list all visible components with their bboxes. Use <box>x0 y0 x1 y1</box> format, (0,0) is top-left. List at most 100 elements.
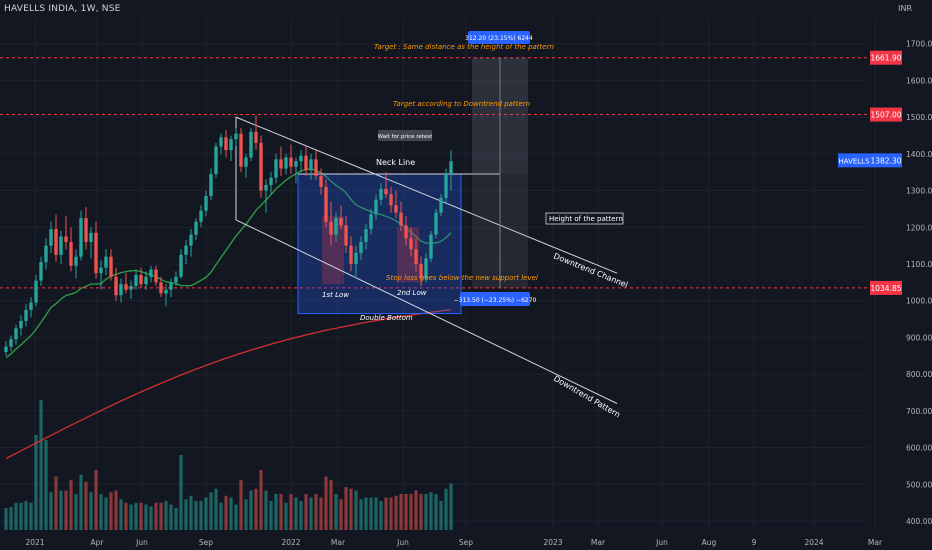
volume-bar <box>189 495 193 530</box>
volume-bar <box>359 499 363 530</box>
candle-body <box>449 161 453 175</box>
volume-bar <box>144 504 148 530</box>
x-tick-label: 2022 <box>281 538 300 547</box>
candle-body <box>214 146 218 175</box>
volume-bar <box>234 504 238 530</box>
candle-body <box>264 185 268 191</box>
volume-bars <box>4 400 453 530</box>
candle-body <box>64 236 68 242</box>
price-level-badge <box>870 50 902 65</box>
candle-body <box>269 177 273 186</box>
candle-body <box>114 276 118 296</box>
volume-bar <box>354 490 358 530</box>
volume-bar <box>314 494 318 530</box>
target-value-badge <box>468 31 530 44</box>
volume-bar <box>369 497 373 530</box>
candle-body <box>169 282 173 290</box>
candle-body <box>394 205 398 213</box>
candle-body <box>24 309 28 321</box>
candle-body <box>324 186 328 222</box>
height-pattern-label: Height of the pattern <box>549 215 623 223</box>
stop-value-badge <box>460 292 530 306</box>
candle-body <box>19 320 23 329</box>
candle-body <box>224 137 228 151</box>
volume-bar <box>119 499 123 530</box>
price-axis: 400.00 500.00 600.00 700.00 800.00 900.00 1000… <box>25 40 932 547</box>
volume-bar <box>414 490 418 530</box>
volume-bar <box>54 476 58 530</box>
candle-body <box>314 159 318 176</box>
candle-body <box>304 155 308 171</box>
candle-body <box>69 241 73 266</box>
channel-upper-line <box>235 116 618 274</box>
volume-bar <box>164 501 168 530</box>
candle-body <box>284 157 288 169</box>
volume-bar <box>74 494 78 530</box>
volume-bar <box>174 508 178 530</box>
volume-bar <box>249 490 253 530</box>
volume-bar <box>274 494 278 530</box>
candle-body <box>99 267 103 274</box>
candle-body <box>399 212 403 226</box>
volume-bar <box>154 502 158 530</box>
candle-body <box>94 232 98 274</box>
candle-body <box>184 245 188 255</box>
volume-bar <box>364 497 368 530</box>
volume-bar <box>199 501 203 530</box>
candle-body <box>344 225 348 246</box>
volume-bar <box>429 492 433 530</box>
price-level-label: 1507.00 <box>870 111 901 120</box>
volume-bar <box>439 501 443 530</box>
neck-line-label: Neck Line <box>376 158 415 167</box>
volume-bar <box>139 502 143 530</box>
candle-body <box>424 258 428 279</box>
volume-bar <box>9 506 13 530</box>
candle-body <box>179 254 183 277</box>
candle-body <box>429 234 433 259</box>
volume-bar <box>309 497 313 530</box>
candle-body <box>434 212 438 235</box>
volume-bar <box>4 508 8 530</box>
candle-body <box>359 241 363 253</box>
volume-bar <box>129 504 133 530</box>
candle-body <box>409 238 413 250</box>
volume-bar <box>39 400 43 530</box>
volume-bar <box>44 440 48 530</box>
volume-bar <box>349 488 353 530</box>
pattern-drawings <box>0 57 868 404</box>
volume-bar <box>389 497 393 530</box>
x-tick-label: 9 <box>752 538 757 547</box>
candle-body <box>384 188 388 195</box>
candle-body <box>219 137 223 147</box>
volume-bar <box>84 481 88 530</box>
candle-body <box>364 229 368 242</box>
price-level-label: 1661.90 <box>870 54 901 63</box>
candle-body <box>404 225 408 239</box>
candle-body <box>154 269 158 283</box>
candle-body <box>144 276 148 285</box>
volume-bar <box>324 476 328 530</box>
second-low-box <box>397 227 419 283</box>
y-tick-label: 1500.00 <box>906 113 932 122</box>
volume-bar <box>19 502 23 530</box>
candle-body <box>329 221 333 235</box>
volume-bar <box>69 480 73 530</box>
volume-bar <box>24 501 28 530</box>
candle-body <box>309 159 313 171</box>
height-pattern-badge <box>545 212 624 225</box>
candle-body <box>334 218 338 235</box>
candle-body <box>254 131 258 143</box>
candle-body <box>129 286 133 290</box>
candle-body <box>244 157 248 167</box>
y-tick-label: 1200.00 <box>906 223 932 232</box>
downtrend-pattern-label: Downtrend Pattern <box>552 374 622 419</box>
candle-body <box>59 236 63 255</box>
volume-bar <box>244 499 248 530</box>
y-tick-label: 1600.00 <box>906 76 932 85</box>
volume-bar <box>229 497 233 530</box>
candle-body <box>439 197 443 213</box>
candles <box>4 115 453 356</box>
volume-bar <box>394 495 398 530</box>
candle-body <box>274 159 278 178</box>
